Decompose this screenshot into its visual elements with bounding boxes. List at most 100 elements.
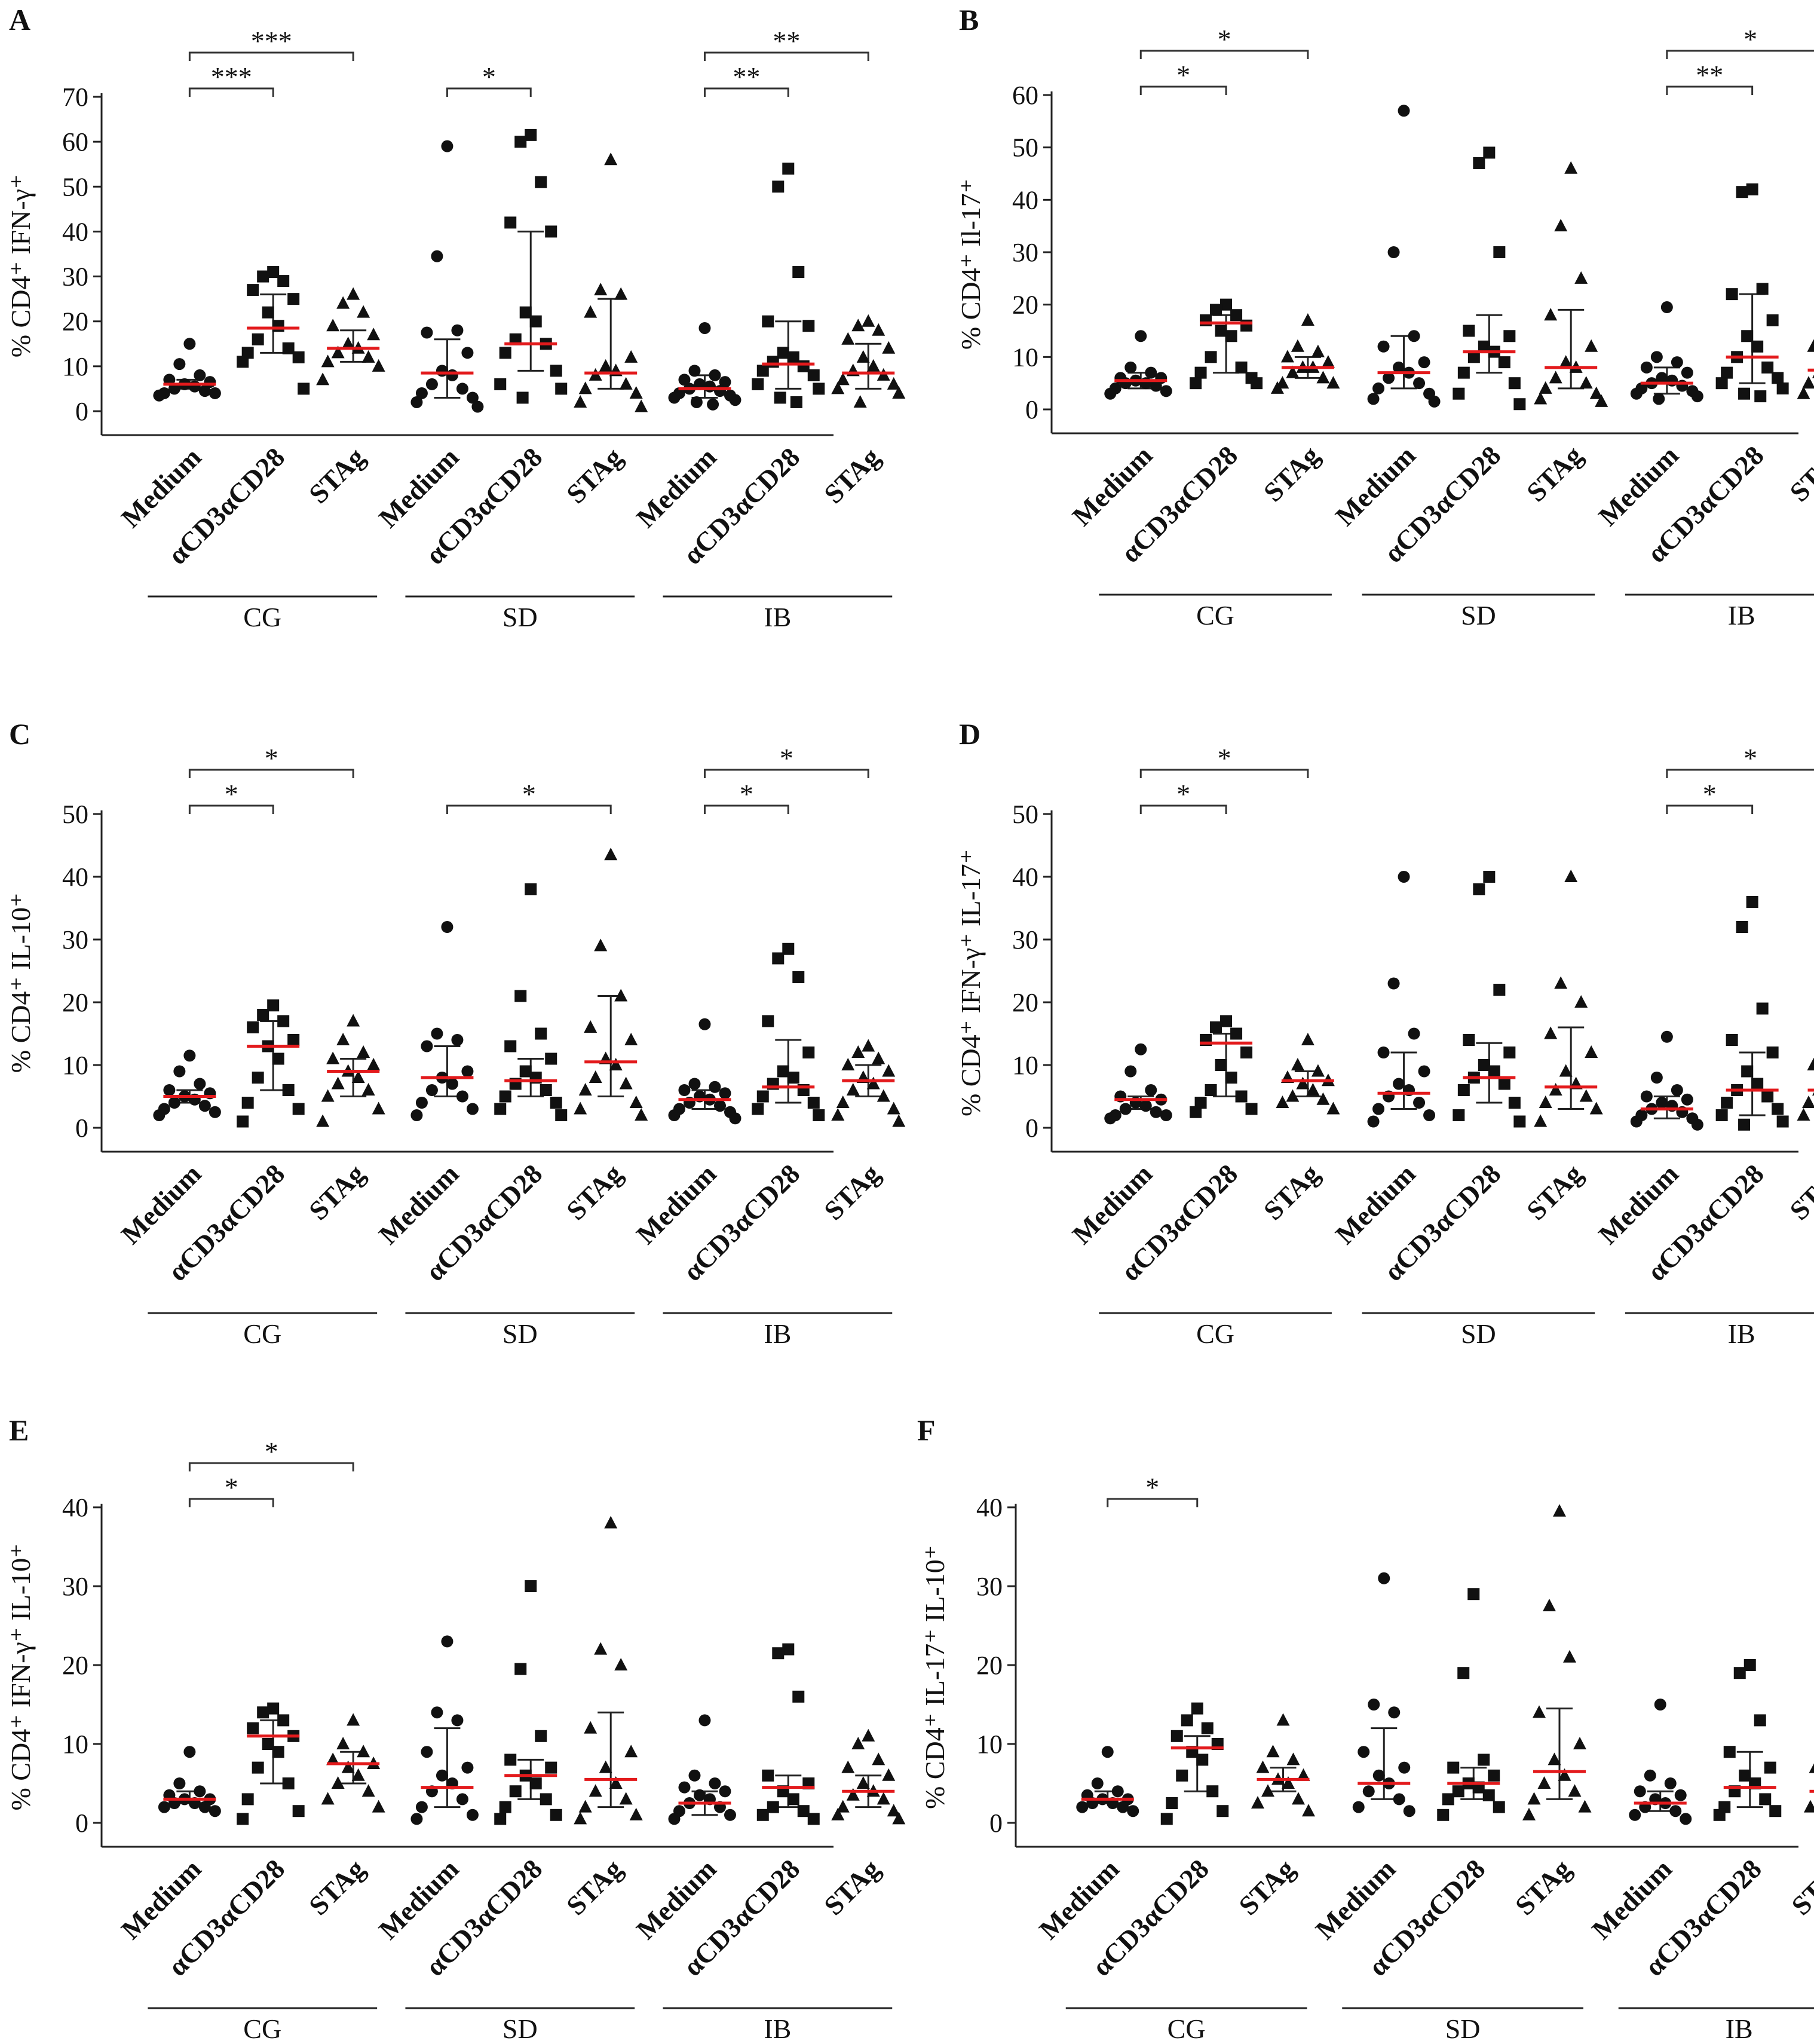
data-point-triangle <box>1559 1064 1573 1077</box>
data-point-square <box>1498 356 1510 369</box>
data-point-square <box>525 1580 537 1592</box>
data-point-triangle <box>1522 1807 1536 1820</box>
data-point-triangle <box>1316 371 1330 384</box>
data-point-square <box>1235 1090 1248 1103</box>
x-tick-label: STAg <box>818 1853 885 1921</box>
data-point-square <box>1772 372 1784 384</box>
data-point-circle <box>461 347 474 359</box>
data-point-circle <box>415 1801 428 1813</box>
data-point-circle <box>436 1769 448 1782</box>
data-point-square <box>1225 1072 1237 1084</box>
data-point-circle <box>1101 1746 1114 1758</box>
data-point-triangle <box>599 359 612 372</box>
data-point-square <box>1170 1730 1183 1742</box>
data-point-circle <box>698 1018 711 1030</box>
data-point-square <box>516 391 529 404</box>
data-point-square <box>257 1009 269 1021</box>
significance-bracket <box>703 769 869 778</box>
y-tick-label: 40 <box>1012 862 1038 892</box>
y-axis-label: % CD4⁺ Il-17⁺ <box>955 179 986 350</box>
data-point-circle <box>713 1100 726 1112</box>
data-point-circle <box>1378 1572 1390 1584</box>
data-point-circle <box>693 378 706 390</box>
y-tick-label: 30 <box>62 262 88 292</box>
significance-label: * <box>225 1472 238 1503</box>
y-tick-label: 50 <box>62 172 88 201</box>
y-tick-label: 60 <box>62 127 88 157</box>
group-label: IB <box>764 1318 791 1349</box>
data-point-square <box>267 1702 280 1715</box>
data-point-circle <box>421 1746 433 1758</box>
data-point-square <box>1230 1027 1243 1040</box>
data-point-square <box>1442 1793 1454 1806</box>
data-point-square <box>1503 330 1516 342</box>
data-point-triangle <box>584 1721 597 1734</box>
data-point-triangle <box>1554 219 1568 232</box>
group-label: CG <box>1168 2014 1206 2044</box>
data-point-triangle <box>1544 308 1558 321</box>
data-point-triangle <box>1301 1033 1314 1045</box>
data-point-triangle <box>841 332 855 345</box>
data-point-circle <box>1150 380 1162 392</box>
data-point-triangle <box>846 1788 860 1801</box>
significance-bracket <box>703 87 789 97</box>
data-point-square <box>252 1072 264 1084</box>
data-point-circle <box>1104 387 1117 400</box>
data-point-circle <box>1660 301 1673 314</box>
data-point-triangle <box>1812 374 1814 378</box>
data-point-square <box>802 320 815 332</box>
data-point-circle <box>425 378 438 390</box>
y-tick-label: 50 <box>1012 133 1038 163</box>
data-point-triangle <box>892 1812 906 1825</box>
data-point-circle <box>431 1706 443 1719</box>
data-point-triangle <box>372 1800 385 1813</box>
data-point-triangle <box>1804 1800 1814 1813</box>
data-point-circle <box>466 1809 479 1821</box>
data-point-triangle <box>872 323 885 336</box>
data-point-circle <box>1656 1097 1668 1109</box>
data-point-square <box>1166 1797 1178 1809</box>
data-point-triangle <box>1321 355 1335 368</box>
data-point-triangle <box>877 1089 890 1102</box>
y-tick-label: 30 <box>976 1572 1003 1601</box>
data-point-triangle <box>629 385 643 399</box>
data-point-square <box>1756 283 1769 295</box>
data-point-circle <box>707 398 719 411</box>
y-tick-label: 20 <box>62 307 88 336</box>
data-point-circle <box>194 369 206 381</box>
group-label: IB <box>764 2014 791 2044</box>
data-point-triangle <box>1568 1784 1582 1797</box>
data-point-triangle <box>1291 1058 1304 1070</box>
data-point-triangle <box>361 350 375 363</box>
significance-bracket <box>188 804 274 814</box>
data-point-circle <box>729 1112 741 1125</box>
x-tick-label: STAg <box>303 442 370 509</box>
data-point-square <box>767 1801 779 1813</box>
data-point-circle <box>1119 377 1132 390</box>
data-point-triangle <box>1301 313 1314 326</box>
data-point-triangle <box>578 1083 592 1096</box>
data-point-square <box>499 347 511 359</box>
data-point-circle <box>724 1809 736 1821</box>
data-point-triangle <box>1797 386 1810 399</box>
data-point-circle <box>173 1777 186 1789</box>
data-point-triangle <box>1549 1083 1562 1096</box>
data-point-triangle <box>336 296 350 309</box>
data-point-square <box>535 1027 547 1040</box>
data-point-triangle <box>841 1760 855 1773</box>
data-point-square <box>1220 1015 1233 1027</box>
data-point-triangle <box>341 1760 355 1773</box>
data-point-square <box>272 1052 284 1065</box>
data-point-triangle <box>1554 976 1568 989</box>
data-point-circle <box>1629 1809 1641 1821</box>
group-label: SD <box>1461 1318 1496 1349</box>
data-point-circle <box>1398 871 1410 883</box>
data-point-circle <box>163 1084 176 1096</box>
data-point-circle <box>168 383 180 395</box>
significance-label: * <box>225 779 238 809</box>
group-label: SD <box>1445 2014 1481 2044</box>
data-point-square <box>267 266 280 279</box>
data-point-square <box>1205 1084 1217 1096</box>
data-point-triangle <box>574 1101 587 1115</box>
